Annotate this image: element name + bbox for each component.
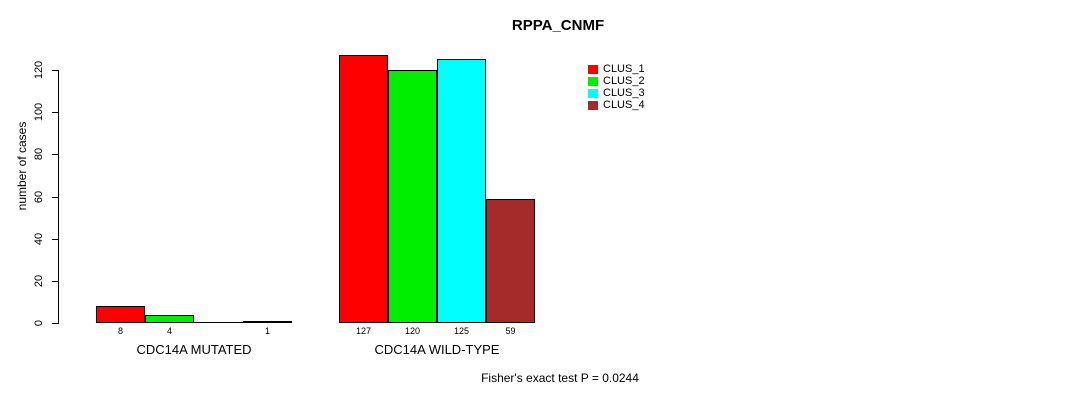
bar-value-label: 120 (404, 326, 421, 336)
legend-swatch-clus_4 (588, 101, 598, 110)
legend-label-clus_4: CLUS_4 (603, 99, 645, 111)
y-tick-label: 80 (33, 147, 45, 161)
y-tick-mark (52, 281, 58, 282)
legend-label-clus_1: CLUS_1 (603, 63, 645, 75)
y-tick-mark (52, 154, 58, 155)
bar-clus_3 (437, 59, 486, 323)
y-tick-mark (52, 70, 58, 71)
legend-label-clus_2: CLUS_2 (603, 75, 645, 87)
legend-swatch-clus_3 (588, 89, 598, 98)
y-tick-label: 120 (33, 60, 45, 80)
bar-clus_4 (486, 199, 535, 323)
bar-value-label: 125 (453, 326, 470, 336)
annotation-fisher-test: Fisher's exact test P = 0.0244 (481, 371, 639, 385)
y-tick-mark (52, 239, 58, 240)
y-tick-label: 40 (33, 232, 45, 246)
bar-clus_1 (96, 306, 145, 323)
category-label: CDC14A MUTATED (136, 342, 252, 357)
bar-value-label: 8 (117, 326, 124, 336)
bar-value-label: 59 (505, 326, 516, 336)
bar-clus_4 (243, 321, 292, 323)
bar-clus_2 (145, 315, 194, 323)
bar-clus_1 (339, 55, 388, 323)
y-tick-label: 100 (33, 102, 45, 122)
category-label: CDC14A WILD-TYPE (374, 342, 500, 357)
y-tick-label: 0 (33, 319, 45, 327)
bar-value-label: 1 (264, 326, 271, 336)
y-axis-line (58, 70, 59, 324)
bar-value-label: 127 (355, 326, 372, 336)
bar-clus_2 (388, 70, 437, 323)
y-axis-label: number of cases (15, 121, 29, 211)
legend-swatch-clus_1 (588, 65, 598, 74)
y-tick-mark (52, 323, 58, 324)
y-tick-label: 60 (33, 190, 45, 204)
y-tick-mark (52, 112, 58, 113)
legend-swatch-clus_2 (588, 77, 598, 86)
bar-clus_3-zero (194, 322, 243, 323)
legend-label-clus_3: CLUS_3 (603, 87, 645, 99)
bar-value-label: 4 (166, 326, 173, 336)
chart-title: RPPA_CNMF (511, 17, 605, 34)
y-tick-label: 20 (33, 274, 45, 288)
y-tick-mark (52, 197, 58, 198)
